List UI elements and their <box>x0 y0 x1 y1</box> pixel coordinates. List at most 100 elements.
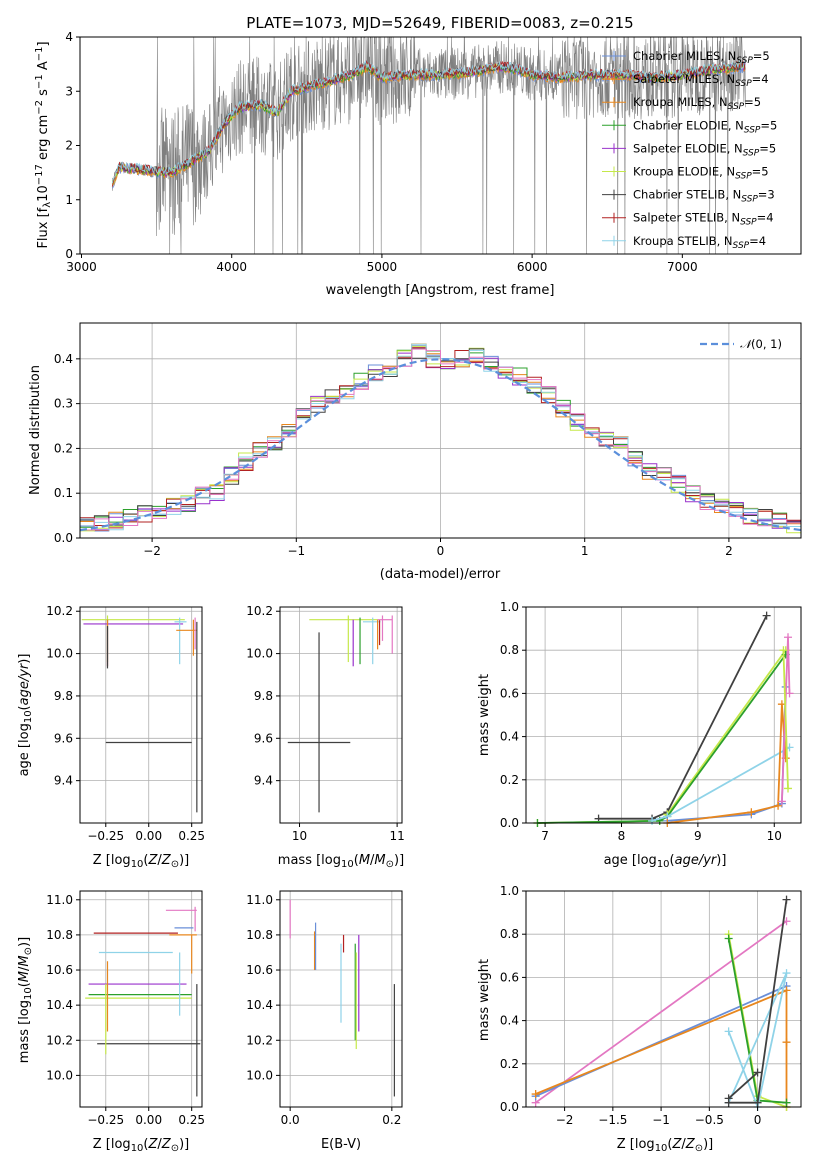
x-tick-label: 9 <box>694 829 702 843</box>
y-tick-label: 10.0 <box>46 1068 73 1082</box>
histogram-xlabel: (data-model)/error <box>380 567 501 582</box>
y-tick-label: 0.8 <box>500 643 519 657</box>
x-tick-label: −2 <box>556 1113 574 1127</box>
legend-label: Salpeter MILES, NSSP=4 <box>633 72 769 89</box>
y-tick-label: 10.0 <box>246 1068 273 1082</box>
legend-label: Kroupa MILES, NSSP=5 <box>633 95 761 112</box>
y-tick-label: 0.2 <box>500 773 519 787</box>
weight-point-marker <box>782 1098 791 1107</box>
z-weight-xlabel: Z [log10(Z/Z⊙)] <box>617 1137 714 1154</box>
y-tick-label: 10.2 <box>246 604 273 618</box>
y-tick-label: 10.6 <box>46 963 73 977</box>
weight-point-marker <box>782 969 791 978</box>
histogram-ylabel: Normed distribution <box>28 365 43 495</box>
weight-point-marker <box>747 808 756 817</box>
y-tick-label: 0.8 <box>500 927 519 941</box>
x-tick-label: −0.5 <box>695 1113 724 1127</box>
model-line-salpeter-stelib <box>111 60 746 187</box>
mass-age-frame <box>279 606 403 824</box>
z-weight-frame <box>525 890 802 1108</box>
weight-point-marker <box>785 689 794 698</box>
weight-point-marker <box>782 895 791 904</box>
ebv-mass-panel: 0.0 0.2 10.0 10.2 10.4 10.6 10.8 11.0 E(B-V) <box>246 890 403 1152</box>
y-tick-label: 10.6 <box>246 963 273 977</box>
y-tick-label: 0.3 <box>54 397 73 411</box>
y-tick-label: 0 <box>65 247 73 261</box>
y-tick-label: 10.0 <box>246 647 273 661</box>
normal-legend-label: 𝒩(0, 1) <box>740 337 782 351</box>
x-tick-label: 0 <box>437 544 445 558</box>
age-weight-frame <box>525 606 802 824</box>
y-tick-label: 10.2 <box>46 604 73 618</box>
weight-point-marker <box>724 934 733 943</box>
weight-line <box>667 686 787 822</box>
y-tick-label: 9.6 <box>54 731 73 745</box>
weight-line <box>535 985 787 1098</box>
x-tick-label: 1 <box>581 544 589 558</box>
weight-point-marker <box>779 646 788 655</box>
legend-label: Salpeter STELIB, NSSP=4 <box>633 211 774 228</box>
z-weight-lines <box>531 895 791 1111</box>
y-tick-label: 9.4 <box>54 774 73 788</box>
legend-label: Salpeter ELODIE, NSSP=5 <box>633 141 776 158</box>
legend-label: Chabrier STELIB, NSSP=3 <box>633 188 775 205</box>
z-age-panel: −0.25 0.00 0.25 9.4 9.6 9.8 10.0 10.2 Z [log10(… <box>17 604 205 870</box>
x-tick-label: 0.00 <box>135 1113 162 1127</box>
x-tick-label: 0 <box>754 1113 762 1127</box>
weight-line <box>782 650 789 789</box>
y-tick-label: 10.0 <box>46 647 73 661</box>
weight-point-marker <box>784 784 793 793</box>
y-tick-label: 1 <box>65 193 73 207</box>
x-tick-label: 10 <box>292 829 307 843</box>
residual-histogram-panel: −2 −1 0 1 2 0.0 0.1 0.2 0.3 0.4 𝒩(0, 1) (data-mod… <box>28 322 802 582</box>
spectrum-ylabel: Flux [fλ10−17 erg cm−2 s−1 A−1] <box>34 41 53 248</box>
mass-age-panel: 10 11 9.4 9.6 9.8 10.0 10.2 mass [log10(M/M⊙)] <box>246 604 404 870</box>
y-tick-label: 0.0 <box>54 531 73 545</box>
observed-spectrum-line <box>112 36 746 255</box>
y-tick-label: 9.8 <box>54 689 73 703</box>
weight-line <box>667 704 787 824</box>
x-tick-label: 6000 <box>517 260 548 274</box>
weight-point-marker <box>753 1068 762 1077</box>
spectrum-legend: Chabrier MILES, NSSP=5 Salpeter MILES, NS… <box>602 49 777 251</box>
ebv-mass-xlabel: E(B-V) <box>321 1137 361 1152</box>
x-tick-label: 0.2 <box>382 1113 401 1127</box>
y-tick-label: 0.6 <box>500 970 519 984</box>
y-tick-label: 4 <box>65 30 73 44</box>
y-tick-label: 10.4 <box>246 998 273 1012</box>
y-tick-label: 0.4 <box>500 730 519 744</box>
histogram-step-line <box>80 347 801 529</box>
ebv-mass-frame <box>279 890 403 1108</box>
weight-point-marker <box>782 1038 791 1047</box>
weight-point-marker <box>648 816 657 825</box>
spectrum-model-lines <box>111 60 746 189</box>
weight-line <box>535 920 788 1104</box>
y-tick-label: 3 <box>65 84 73 98</box>
weight-point-marker <box>753 1098 762 1107</box>
weight-point-marker <box>724 1027 733 1036</box>
weight-point-marker <box>531 1090 540 1099</box>
y-tick-label: 9.8 <box>254 689 273 703</box>
y-tick-label: 9.6 <box>254 731 273 745</box>
z-age-frame <box>79 606 203 824</box>
x-tick-label: −1 <box>652 1113 670 1127</box>
mass-age-errorbars <box>287 615 393 813</box>
z-mass-frame <box>79 890 203 1108</box>
y-tick-label: 10.4 <box>46 998 73 1012</box>
weight-point-marker <box>762 611 771 620</box>
z-weight-panel: −2 −1.5 −1 −0.5 0 0.0 0.2 0.4 0.6 0.8 1.0 Z [log10… <box>477 884 802 1154</box>
spectrum-xlabel: wavelength [Angstrom, rest frame] <box>326 283 555 298</box>
weight-line <box>727 1071 759 1100</box>
ebv-mass-errorbars <box>289 899 395 1097</box>
z-weight-ylabel: mass weight <box>477 959 492 1041</box>
mass-age-xlabel: mass [log10(M/M⊙)] <box>278 853 404 870</box>
y-tick-label: 0.2 <box>54 441 73 455</box>
x-tick-label: −0.25 <box>87 1113 124 1127</box>
x-tick-label: −1 <box>287 544 305 558</box>
y-tick-label: 1.0 <box>500 600 519 614</box>
legend-label: Kroupa STELIB, NSSP=4 <box>633 234 766 251</box>
y-tick-label: 0.2 <box>500 1057 519 1071</box>
histogram-step-line <box>80 347 801 531</box>
x-tick-label: 11 <box>389 829 404 843</box>
y-tick-label: 0.0 <box>500 816 519 830</box>
